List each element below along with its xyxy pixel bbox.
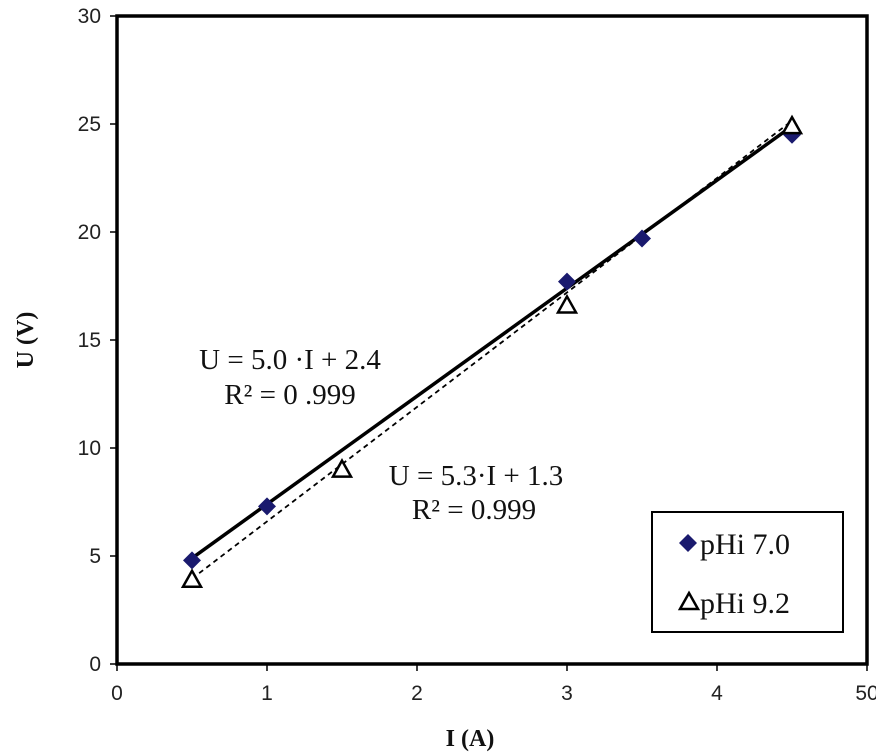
point-series1 [558, 272, 576, 291]
y-axis-ticks: 0 5 10 15 20 25 30 [78, 5, 117, 676]
x-axis-title: I (A) [446, 726, 495, 752]
y-tick-label: 15 [78, 329, 101, 352]
legend-box [651, 511, 844, 633]
x-tick-label: 2 [411, 682, 423, 705]
x-tick-label: 0 [111, 682, 123, 705]
legend-label-series1: pHi 7.0 [700, 528, 790, 561]
series1-equation: U = 5.0 ·I + 2.4 [199, 344, 381, 376]
point-series1 [633, 229, 651, 248]
y-tick-label: 20 [78, 221, 101, 244]
y-tick-label: 10 [78, 437, 101, 460]
legend-triangle-marker [677, 590, 701, 611]
x-axis-ticks: 0 1 2 3 4 50 [111, 664, 876, 705]
legend: pHi 7.0 pHi 9.2 [651, 511, 844, 633]
x-tick-label: 1 [261, 682, 273, 705]
point-series2 [180, 568, 204, 589]
point-series2 [780, 114, 804, 135]
series1-r2: R² = 0 .999 [224, 379, 355, 411]
x-tick-label: 4 [711, 682, 723, 705]
point-series2 [555, 293, 579, 314]
series2-r2: R² = 0.999 [412, 494, 536, 526]
x-tick-label: 50 [855, 682, 876, 705]
y-tick-label: 25 [78, 113, 101, 136]
point-series1 [183, 551, 201, 570]
y-tick-label: 5 [89, 545, 101, 568]
series2-equation: U = 5.3·I + 1.3 [389, 460, 563, 492]
data-points [180, 114, 804, 589]
legend-diamond-marker [679, 534, 697, 552]
legend-label-series2: pHi 9.2 [700, 587, 790, 620]
point-series2 [330, 458, 354, 478]
y-tick-label: 0 [89, 653, 101, 676]
trendlines [190, 120, 794, 580]
y-axis-title: U (V) [13, 312, 39, 369]
x-tick-label: 3 [561, 682, 573, 705]
point-series1 [258, 497, 276, 516]
trendline-series1 [190, 124, 794, 560]
y-tick-label: 30 [78, 5, 101, 28]
